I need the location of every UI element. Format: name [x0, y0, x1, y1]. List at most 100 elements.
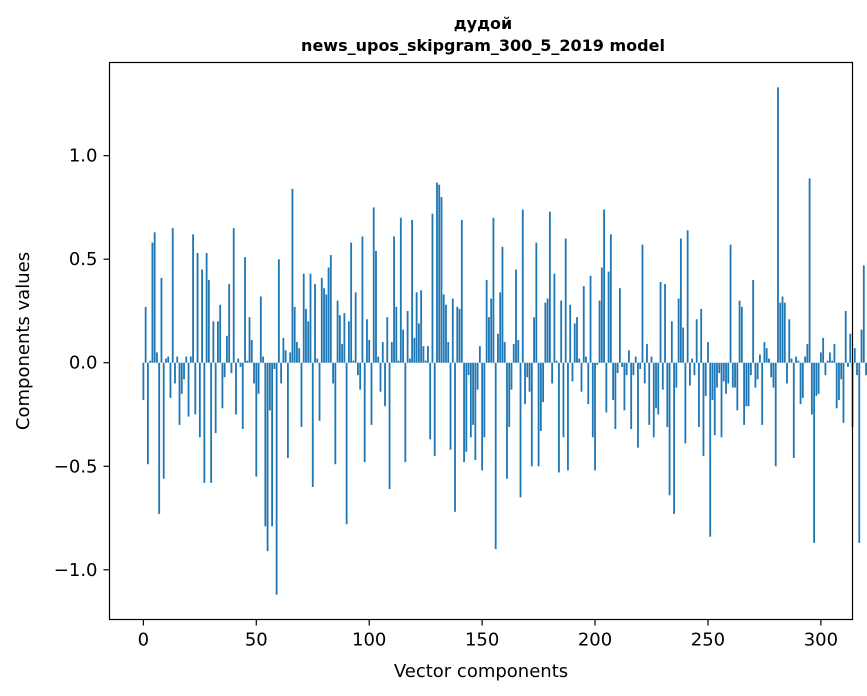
bar — [747, 362, 750, 407]
bar — [325, 294, 328, 363]
bar — [429, 362, 432, 440]
bar — [670, 321, 673, 363]
bar — [406, 310, 409, 363]
bar — [338, 315, 341, 363]
bar — [530, 362, 533, 467]
chart-title: дудой — [454, 14, 512, 33]
bar — [316, 358, 319, 363]
bar — [709, 362, 712, 537]
bar — [822, 337, 825, 363]
bar — [438, 184, 441, 363]
bar — [763, 342, 766, 363]
bar — [650, 356, 653, 363]
bar — [582, 286, 585, 363]
bar — [483, 362, 486, 438]
bar — [291, 188, 294, 363]
bar — [298, 348, 301, 363]
bar — [524, 362, 526, 405]
y-tick-label: 0.5 — [69, 249, 98, 270]
bar — [628, 350, 630, 363]
bar — [853, 348, 856, 363]
bar — [501, 246, 504, 363]
bar — [849, 333, 852, 363]
bar — [350, 242, 353, 363]
bar — [759, 354, 761, 363]
bar — [840, 362, 843, 380]
bar — [402, 329, 404, 363]
bar — [567, 362, 569, 471]
bar — [460, 219, 463, 363]
bar — [178, 362, 181, 425]
bar — [790, 358, 793, 363]
bar — [673, 362, 675, 514]
bar — [262, 356, 264, 363]
plot-frame — [108, 61, 854, 621]
bar — [237, 358, 240, 363]
bar — [711, 362, 714, 401]
bar — [713, 362, 716, 436]
bar — [146, 362, 149, 465]
bar — [806, 344, 809, 363]
bar — [232, 228, 235, 363]
bar — [686, 230, 689, 363]
bar — [336, 300, 339, 363]
bar — [695, 319, 698, 363]
bar — [449, 362, 452, 450]
bar — [558, 362, 560, 473]
bar — [506, 362, 508, 479]
bar — [655, 362, 657, 409]
x-tick-label: 300 — [804, 630, 838, 651]
chart-subtitle: news_upos_skipgram_300_5_2019 model — [301, 36, 665, 55]
bar — [440, 197, 443, 363]
bar — [571, 362, 574, 382]
bar — [738, 300, 741, 363]
bar — [521, 209, 524, 363]
bar — [156, 352, 158, 363]
bar — [698, 362, 700, 427]
bar — [576, 317, 578, 363]
bar — [777, 87, 779, 363]
bar — [187, 362, 190, 417]
bar — [616, 362, 619, 374]
bar — [171, 228, 174, 363]
bar — [646, 344, 648, 363]
bar — [716, 362, 718, 388]
bar — [347, 321, 350, 363]
bar — [736, 362, 739, 411]
bar — [652, 362, 655, 438]
bar — [749, 362, 752, 376]
bar — [761, 362, 764, 425]
bar — [844, 310, 847, 363]
bar — [223, 362, 226, 378]
bar — [856, 362, 858, 376]
bar — [275, 362, 278, 595]
bar — [824, 362, 827, 376]
bar — [235, 362, 237, 415]
bar — [341, 344, 344, 363]
y-axis-ticks: −1.0 −0.5 0.0 0.5 1.0 — [54, 146, 110, 581]
bar — [813, 362, 816, 543]
bar — [280, 362, 283, 384]
bar — [151, 242, 154, 363]
bar — [320, 277, 323, 363]
bar — [605, 362, 608, 413]
bar — [587, 362, 590, 405]
bar — [241, 362, 244, 429]
bar — [165, 358, 167, 363]
bar — [244, 257, 246, 363]
bar — [397, 360, 400, 363]
bar — [603, 209, 605, 363]
bar — [497, 333, 499, 363]
bar — [185, 356, 188, 363]
bar — [293, 306, 296, 363]
bar — [643, 362, 646, 384]
bar — [250, 339, 253, 363]
bar — [467, 362, 470, 376]
bar — [309, 273, 312, 363]
bar — [600, 267, 603, 363]
bar — [614, 362, 617, 429]
y-tick-label: −0.5 — [54, 456, 98, 477]
bar — [734, 362, 736, 388]
bar — [248, 317, 251, 363]
bar — [679, 238, 682, 363]
